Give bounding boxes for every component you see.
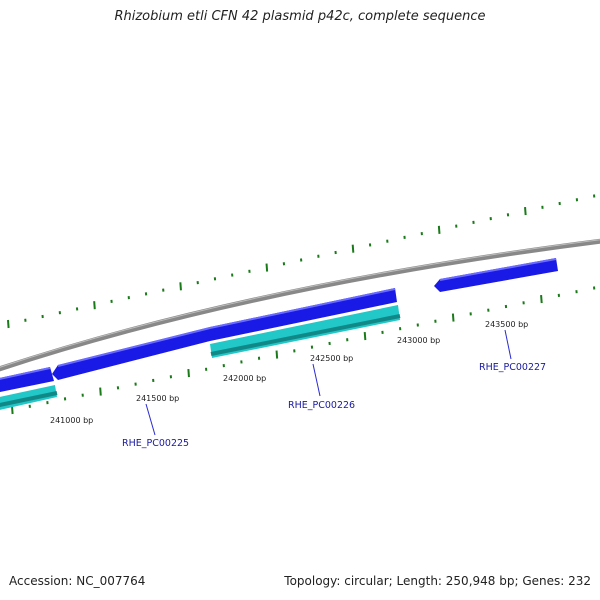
- reverse-gene-shade: [0, 314, 401, 407]
- position-label: 243500 bp: [485, 320, 528, 329]
- outer-major-tick: [437, 225, 441, 234]
- reverse-gene-track: [0, 305, 401, 410]
- inner-major-tick: [11, 405, 14, 415]
- gene-labels: RHE_PC00225 RHE_PC00226 RHE_PC00227: [122, 329, 546, 449]
- gene-leader-line: [312, 363, 321, 397]
- position-label: 243000 bp: [397, 336, 440, 345]
- forward-gene-track: [0, 258, 558, 393]
- forward-gene-arrow[interactable]: [52, 327, 210, 380]
- gene-leader-line: [145, 403, 156, 436]
- position-label: 241500 bp: [136, 394, 179, 403]
- gene-label[interactable]: RHE_PC00226: [288, 400, 355, 411]
- outer-major-tick: [265, 263, 269, 272]
- sequence-backbone-highlight: [0, 239, 600, 368]
- gene-leader-line: [504, 329, 512, 360]
- outer-major-tick: [179, 282, 182, 291]
- gene-label[interactable]: RHE_PC00227: [479, 362, 546, 373]
- topology-text: Topology: circular; Length: 250,948 bp; …: [284, 574, 591, 588]
- forward-gene-arrow[interactable]: [210, 288, 397, 341]
- position-label: 241000 bp: [50, 416, 93, 425]
- forward-gene-arrow[interactable]: [0, 367, 54, 393]
- inner-major-tick: [275, 350, 279, 359]
- inner-major-tick: [540, 295, 543, 304]
- position-label: 242500 bp: [310, 354, 353, 363]
- outer-major-tick: [351, 244, 355, 253]
- position-labels: 241000 bp 241500 bp 242000 bp 242500 bp …: [50, 320, 528, 425]
- outer-major-tick: [93, 301, 96, 310]
- outer-major-tick: [7, 319, 10, 329]
- outer-major-tick: [524, 206, 527, 216]
- inner-major-tick: [99, 387, 102, 396]
- gene-label[interactable]: RHE_PC00225: [122, 438, 189, 449]
- sequence-backbone: [0, 238, 600, 372]
- accession-text: Accession: NC_007764: [9, 574, 146, 588]
- map-title: Rhizobium etli CFN 42 plasmid p42c, comp…: [114, 9, 486, 24]
- position-label: 242000 bp: [223, 374, 266, 383]
- inner-major-tick: [363, 331, 367, 341]
- inner-major-tick: [187, 368, 190, 378]
- forward-gene-arrow[interactable]: [434, 258, 558, 292]
- inner-tick-track: [11, 286, 596, 415]
- outer-tick-track: [7, 194, 596, 329]
- inner-major-tick: [451, 313, 455, 322]
- forward-gene-highlight: [0, 258, 557, 380]
